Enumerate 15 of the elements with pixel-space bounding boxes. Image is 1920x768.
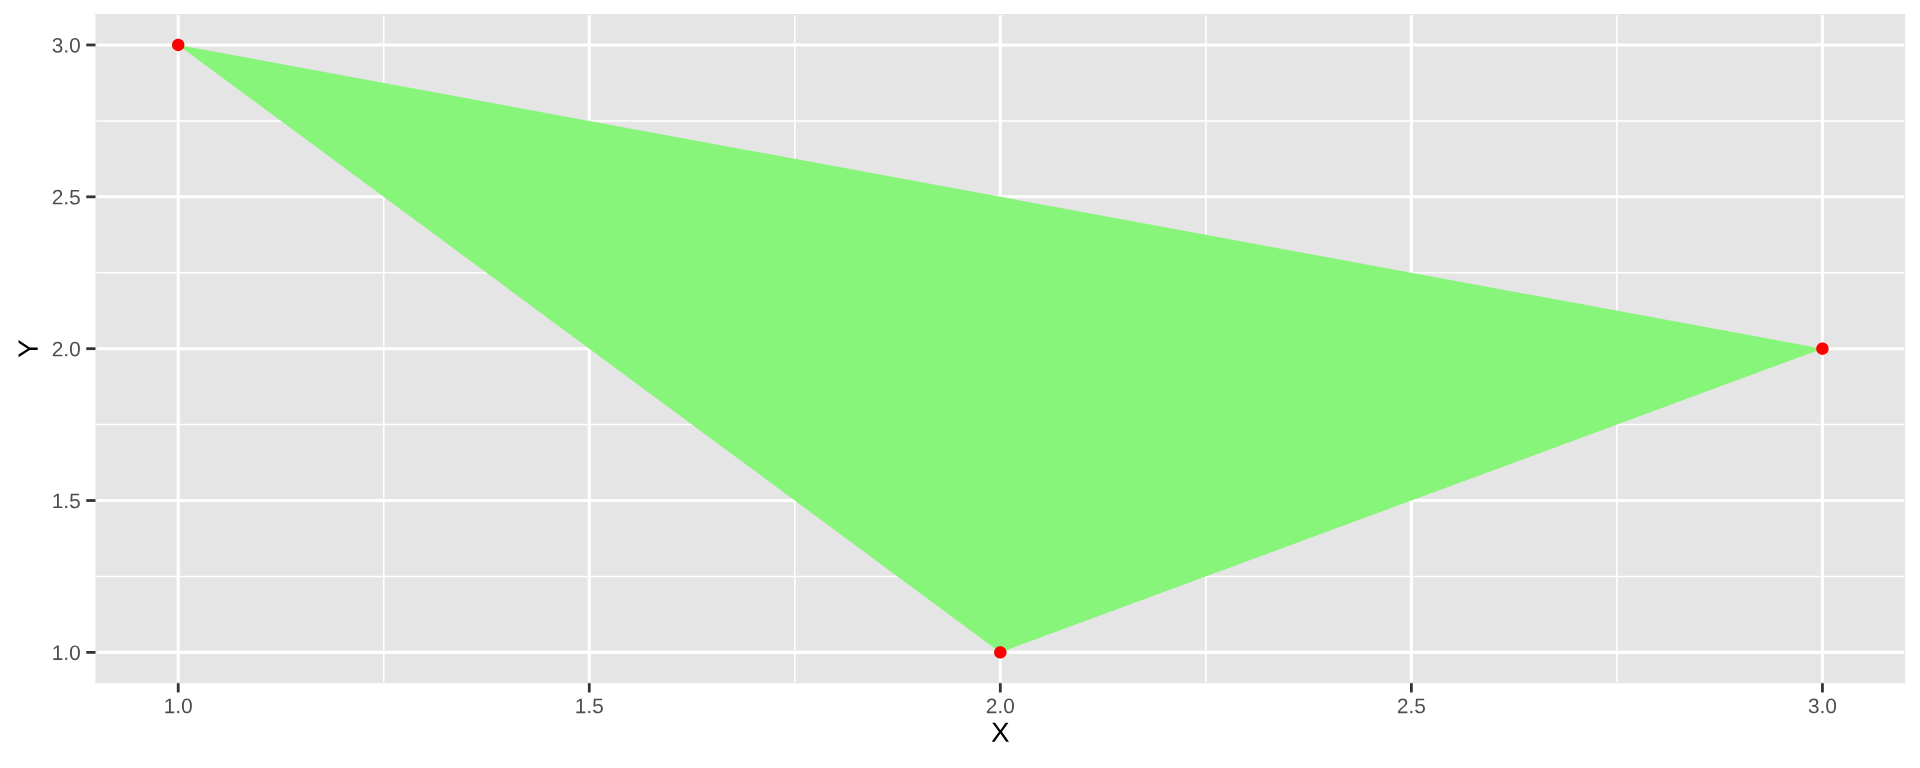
y-tick-label: 2.5 <box>52 189 80 205</box>
x-tick-label: 1.0 <box>165 698 192 714</box>
point <box>172 38 185 52</box>
x-axis-title: X <box>991 722 1009 742</box>
x-tick-label: 2.5 <box>1397 698 1425 714</box>
y-tick-label: 1.0 <box>53 645 80 661</box>
y-tick-label: 3.0 <box>52 37 80 53</box>
y-axis-title: Y <box>18 340 38 358</box>
x-tick-label: 2.0 <box>986 698 1014 714</box>
x-tick-label: 3.0 <box>1808 698 1837 714</box>
point <box>994 646 1007 659</box>
y-tick-label: 1.5 <box>53 493 80 509</box>
point <box>1816 342 1829 355</box>
x-tick-label: 1.5 <box>576 698 603 714</box>
y-tick-label: 2.0 <box>52 341 80 357</box>
